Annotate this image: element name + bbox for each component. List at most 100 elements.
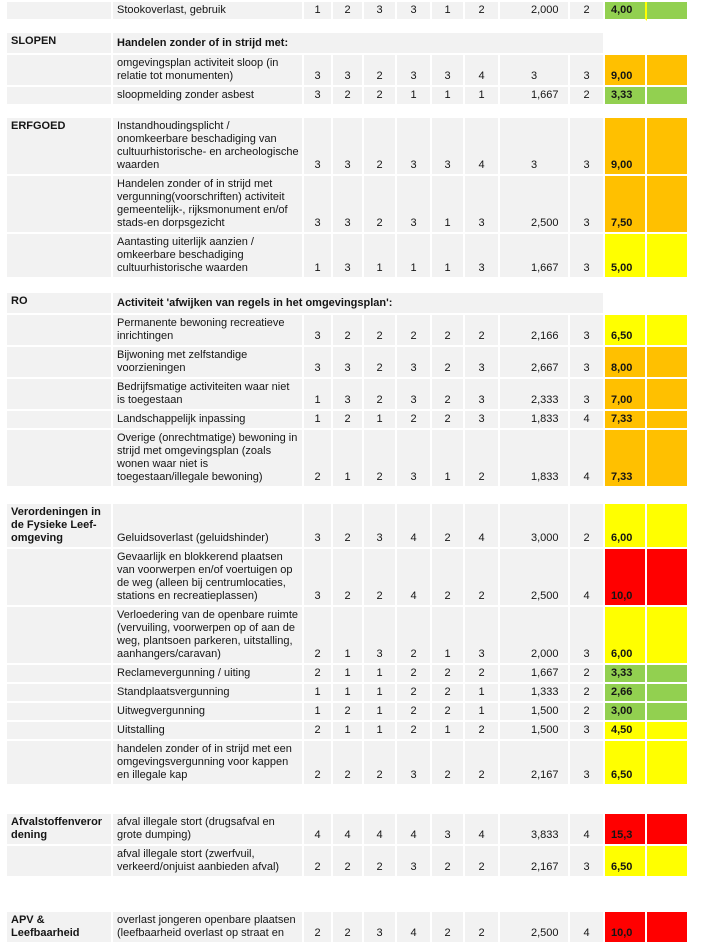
score-cell: 2 bbox=[397, 684, 432, 703]
score-cell: 1 bbox=[364, 684, 397, 703]
table-row: Overige (onrechtmatige) bewoning in stri… bbox=[7, 430, 689, 488]
table-row: Bijwoning met zelfstandige voorzieningen… bbox=[7, 347, 689, 379]
description-cell: Uitwegvergunning bbox=[113, 703, 304, 722]
weight-cell: 4 bbox=[570, 912, 605, 944]
average-cell: 1,667 bbox=[500, 665, 570, 684]
score-cell: 2 bbox=[432, 846, 465, 878]
weight-cell: 2 bbox=[570, 87, 605, 106]
category-cell bbox=[7, 347, 113, 379]
score-cell: 4 bbox=[397, 504, 432, 549]
score-cell: 2 bbox=[465, 665, 500, 684]
score-cell: 3 bbox=[465, 176, 500, 234]
category-cell bbox=[7, 2, 113, 21]
risk-value-cell: 3,00 bbox=[605, 703, 647, 722]
score-cell: 3 bbox=[397, 55, 432, 87]
category-cell: RO bbox=[7, 293, 113, 315]
section-gap bbox=[7, 279, 689, 293]
score-cell: 2 bbox=[397, 607, 432, 665]
description-cell: Overige (onrechtmatige) bewoning in stri… bbox=[113, 430, 304, 488]
table-row: Standplaatsvergunning 1 1 1 2 2 1 1,333 2 2,66 bbox=[7, 684, 689, 703]
score-cell: 2 bbox=[333, 87, 364, 106]
category-cell bbox=[7, 846, 113, 878]
score-cell: 2 bbox=[397, 411, 432, 430]
description-cell: Landschappelijk inpassing bbox=[113, 411, 304, 430]
table-row: Verloedering van de openbare ruimte (ver… bbox=[7, 607, 689, 665]
average-cell: 2,500 bbox=[500, 912, 570, 944]
score-cell: 2 bbox=[364, 176, 397, 234]
score-cell: 3 bbox=[465, 607, 500, 665]
score-cell: 3 bbox=[432, 55, 465, 87]
risk-value-cell: 4,50 bbox=[605, 722, 647, 741]
description-cell: Uitstalling bbox=[113, 722, 304, 741]
table-row: handelen zonder of in strijd met een omg… bbox=[7, 741, 689, 786]
score-cell: 3 bbox=[304, 504, 333, 549]
average-cell: 3,833 bbox=[500, 814, 570, 846]
score-cell: 1 bbox=[432, 176, 465, 234]
risk-color-cell bbox=[647, 814, 689, 846]
score-cell: 2 bbox=[364, 549, 397, 607]
score-cell: 2 bbox=[432, 347, 465, 379]
risk-color-cell bbox=[647, 411, 689, 430]
average-cell: 2,167 bbox=[500, 846, 570, 878]
risk-color-cell bbox=[647, 684, 689, 703]
risk-value-cell: 10,0 bbox=[605, 549, 647, 607]
description-cell: overlast jongeren openbare plaatsen (lee… bbox=[113, 912, 304, 944]
description-cell: Bedrijfsmatige activiteiten waar niet is… bbox=[113, 379, 304, 411]
risk-value-cell: 15,3 bbox=[605, 814, 647, 846]
category-cell bbox=[7, 684, 113, 703]
description-cell: Permanente bewoning recreatieve inrichti… bbox=[113, 315, 304, 347]
risk-color-cell bbox=[647, 607, 689, 665]
table-row: afval illegale stort (zwerfvuil, verkeer… bbox=[7, 846, 689, 878]
average-cell: 3 bbox=[500, 55, 570, 87]
score-cell: 1 bbox=[397, 234, 432, 279]
score-cell: 2 bbox=[432, 741, 465, 786]
risk-value-cell: 3,33 bbox=[605, 665, 647, 684]
risk-value-cell: 6,50 bbox=[605, 846, 647, 878]
score-cell: 3 bbox=[465, 234, 500, 279]
table-body: Stookoverlast, gebruik 1 2 3 3 1 2 2,000 2 4,00 SL… bbox=[7, 2, 689, 944]
score-cell: 3 bbox=[333, 379, 364, 411]
score-cell: 2 bbox=[364, 87, 397, 106]
risk-color-cell bbox=[647, 379, 689, 411]
score-cell: 1 bbox=[304, 2, 333, 21]
average-cell: 2,500 bbox=[500, 549, 570, 607]
score-cell: 2 bbox=[465, 846, 500, 878]
score-cell: 1 bbox=[397, 87, 432, 106]
average-cell: 1,333 bbox=[500, 684, 570, 703]
blank-cell bbox=[647, 293, 689, 315]
category-cell: Afvalstoffenverordening bbox=[7, 814, 113, 846]
description-cell: Gevaarlijk en blokkerend plaatsen van vo… bbox=[113, 549, 304, 607]
score-cell: 3 bbox=[333, 234, 364, 279]
score-cell: 1 bbox=[465, 684, 500, 703]
score-cell: 3 bbox=[304, 549, 333, 607]
score-cell: 4 bbox=[465, 504, 500, 549]
score-cell: 1 bbox=[333, 430, 364, 488]
score-cell: 2 bbox=[333, 2, 364, 21]
score-cell: 3 bbox=[304, 87, 333, 106]
category-cell bbox=[7, 430, 113, 488]
risk-color-cell bbox=[647, 347, 689, 379]
score-cell: 1 bbox=[304, 684, 333, 703]
score-cell: 1 bbox=[304, 234, 333, 279]
weight-cell: 2 bbox=[570, 2, 605, 21]
score-cell: 1 bbox=[333, 665, 364, 684]
category-cell: APV & Leefbaarheid bbox=[7, 912, 113, 944]
category-cell bbox=[7, 741, 113, 786]
score-cell: 2 bbox=[397, 665, 432, 684]
weight-cell: 2 bbox=[570, 665, 605, 684]
score-cell: 3 bbox=[432, 118, 465, 176]
gap-cell bbox=[7, 106, 689, 118]
weight-cell: 3 bbox=[570, 722, 605, 741]
category-cell bbox=[7, 703, 113, 722]
score-cell: 2 bbox=[465, 549, 500, 607]
score-cell: 2 bbox=[304, 741, 333, 786]
gap-cell bbox=[7, 786, 689, 814]
score-cell: 1 bbox=[364, 234, 397, 279]
score-cell: 2 bbox=[333, 912, 364, 944]
average-cell: 1,500 bbox=[500, 722, 570, 741]
table-row: omgevingsplan activiteit sloop (in relat… bbox=[7, 55, 689, 87]
description-cell: handelen zonder of in strijd met een omg… bbox=[113, 741, 304, 786]
category-cell: ERFGOED bbox=[7, 118, 113, 176]
average-cell: 1,833 bbox=[500, 430, 570, 488]
